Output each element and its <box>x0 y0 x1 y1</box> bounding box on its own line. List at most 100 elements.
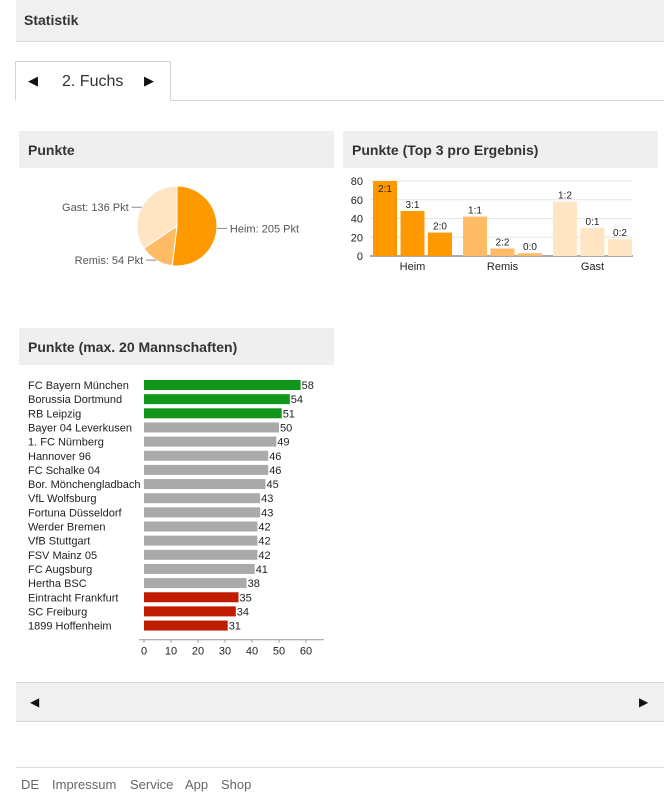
points-pie-chart: Heim: 205 Pkt Remis: 54 Pkt Gast: 136 Pkt <box>62 185 299 267</box>
pager-next-arrow-icon[interactable]: ▶ <box>639 695 649 709</box>
team-bar <box>144 493 261 504</box>
top3-bar-chart: 0 20 40 60 80 2:1 3:1 2:0 Heim 1:1 2:2 0:0 Remis 1:2 0… <box>351 176 633 273</box>
footer: DE Impressum Service App Shop <box>16 767 664 808</box>
bar-value-label: 1:2 <box>558 191 572 202</box>
team-bar <box>144 535 258 546</box>
x-tick-label: 30 <box>219 646 231 657</box>
x-category-label: Gast <box>581 261 604 273</box>
team-name-label: 1. FC Nürnberg <box>28 437 104 449</box>
team-value-label: 43 <box>261 507 273 519</box>
prev-player-arrow-icon[interactable]: ◀ <box>28 73 38 88</box>
team-bar <box>144 563 255 574</box>
team-name-label: Bayer 04 Leverkusen <box>28 422 132 434</box>
footer-link-app[interactable]: App <box>185 777 209 792</box>
y-tick-label: 0 <box>357 251 363 263</box>
team-value-label: 51 <box>283 408 295 420</box>
bar-value-label: 1:1 <box>468 206 482 217</box>
team-name-label: 1899 Hoffenheim <box>28 621 112 633</box>
x-tick-label: 20 <box>192 646 204 657</box>
team-bar <box>144 578 247 589</box>
teams-panel-header: Punkte (max. 20 Mannschaften) <box>19 328 334 365</box>
top3-panel-title: Punkte (Top 3 pro Ergebnis) <box>352 142 539 158</box>
pie-label-gast: Gast: 136 Pkt <box>62 202 129 214</box>
team-value-label: 54 <box>291 394 303 406</box>
team-name-label: Bor. Mönchengladbach <box>28 479 141 491</box>
team-bar <box>144 450 269 461</box>
team-value-label: 58 <box>302 380 314 392</box>
team-name-label: VfB Stuttgart <box>28 536 90 548</box>
footer-link-impressum[interactable]: Impressum <box>52 777 117 792</box>
bar-value-label: 0:0 <box>523 242 537 253</box>
team-bar <box>144 549 258 560</box>
bar-value-label: 2:1 <box>378 184 392 195</box>
bar-remis-1 <box>490 248 515 256</box>
bar-heim-2 <box>428 232 452 256</box>
team-bar <box>144 422 279 433</box>
bar-gast-2 <box>608 239 632 256</box>
player-tab: ◀ 2. Fuchs ▶ <box>15 61 171 101</box>
team-name-label: Hertha BSC <box>28 578 87 590</box>
x-tick-label: 50 <box>273 646 285 657</box>
bar-gast-1 <box>580 227 605 256</box>
bar-heim-0 <box>373 181 397 256</box>
page-title: Statistik <box>24 12 79 28</box>
player-name-label: 2. Fuchs <box>62 73 124 90</box>
team-value-label: 46 <box>269 465 281 477</box>
team-value-label: 45 <box>267 479 279 491</box>
team-bar <box>144 507 261 518</box>
team-bar <box>144 592 239 603</box>
pie-panel-header: Punkte <box>19 131 334 168</box>
team-bar <box>144 380 301 390</box>
team-bar <box>144 521 258 532</box>
footer-link-shop[interactable]: Shop <box>221 777 252 792</box>
pie-slice-heim <box>171 185 218 267</box>
pie-label-remis: Remis: 54 Pkt <box>75 255 143 267</box>
pie-panel-title: Punkte <box>28 142 75 158</box>
top3-panel-header: Punkte (Top 3 pro Ergebnis) <box>343 131 658 168</box>
team-name-label: SC Freiburg <box>28 606 87 618</box>
pie-label-heim: Heim: 205 Pkt <box>230 223 299 235</box>
team-name-label: Werder Bremen <box>28 522 105 534</box>
team-value-label: 42 <box>258 550 270 562</box>
team-value-label: 50 <box>280 422 292 434</box>
pager-prev-arrow-icon[interactable]: ◀ <box>30 695 40 709</box>
team-bar <box>144 408 282 419</box>
bar-value-label: 2:0 <box>433 222 447 233</box>
y-tick-label: 60 <box>351 195 363 207</box>
team-name-label: FC Bayern München <box>28 380 129 392</box>
bar-value-label: 2:2 <box>496 238 510 249</box>
team-bar <box>144 479 266 490</box>
team-value-label: 35 <box>240 592 252 604</box>
teams-panel-title: Punkte (max. 20 Mannschaften) <box>28 339 238 355</box>
team-name-label: Eintracht Frankfurt <box>28 592 118 604</box>
team-value-label: 49 <box>277 437 289 449</box>
bar-value-label: 0:1 <box>586 217 600 228</box>
bar-remis-0 <box>463 216 487 256</box>
next-player-arrow-icon[interactable]: ▶ <box>144 73 154 88</box>
x-tick-label: 0 <box>141 646 147 657</box>
team-bar <box>144 464 269 475</box>
footer-link-service[interactable]: Service <box>130 777 174 792</box>
team-name-label: VfL Wolfsburg <box>28 493 96 505</box>
x-tick-label: 10 <box>165 646 177 657</box>
team-bar <box>144 436 277 447</box>
team-name-label: FC Augsburg <box>28 564 92 576</box>
bar-value-label: 0:2 <box>613 228 627 239</box>
pager-bar: ◀ ▶ <box>16 682 664 722</box>
x-tick-label: 40 <box>246 646 258 657</box>
y-tick-label: 80 <box>351 176 363 188</box>
team-bar <box>144 620 228 631</box>
team-name-label: Fortuna Düsseldorf <box>28 507 122 519</box>
pie-slice-gast <box>136 185 178 250</box>
team-name-label: FSV Mainz 05 <box>28 550 97 562</box>
team-bar <box>144 394 290 405</box>
team-bar <box>144 606 236 617</box>
y-tick-label: 20 <box>351 232 363 244</box>
team-value-label: 38 <box>248 578 260 590</box>
team-value-label: 34 <box>237 606 249 618</box>
team-value-label: 43 <box>261 493 273 505</box>
team-name-label: Hannover 96 <box>28 451 91 463</box>
team-value-label: 42 <box>258 522 270 534</box>
bar-value-label: 3:1 <box>406 200 420 211</box>
footer-link-de[interactable]: DE <box>21 777 40 792</box>
